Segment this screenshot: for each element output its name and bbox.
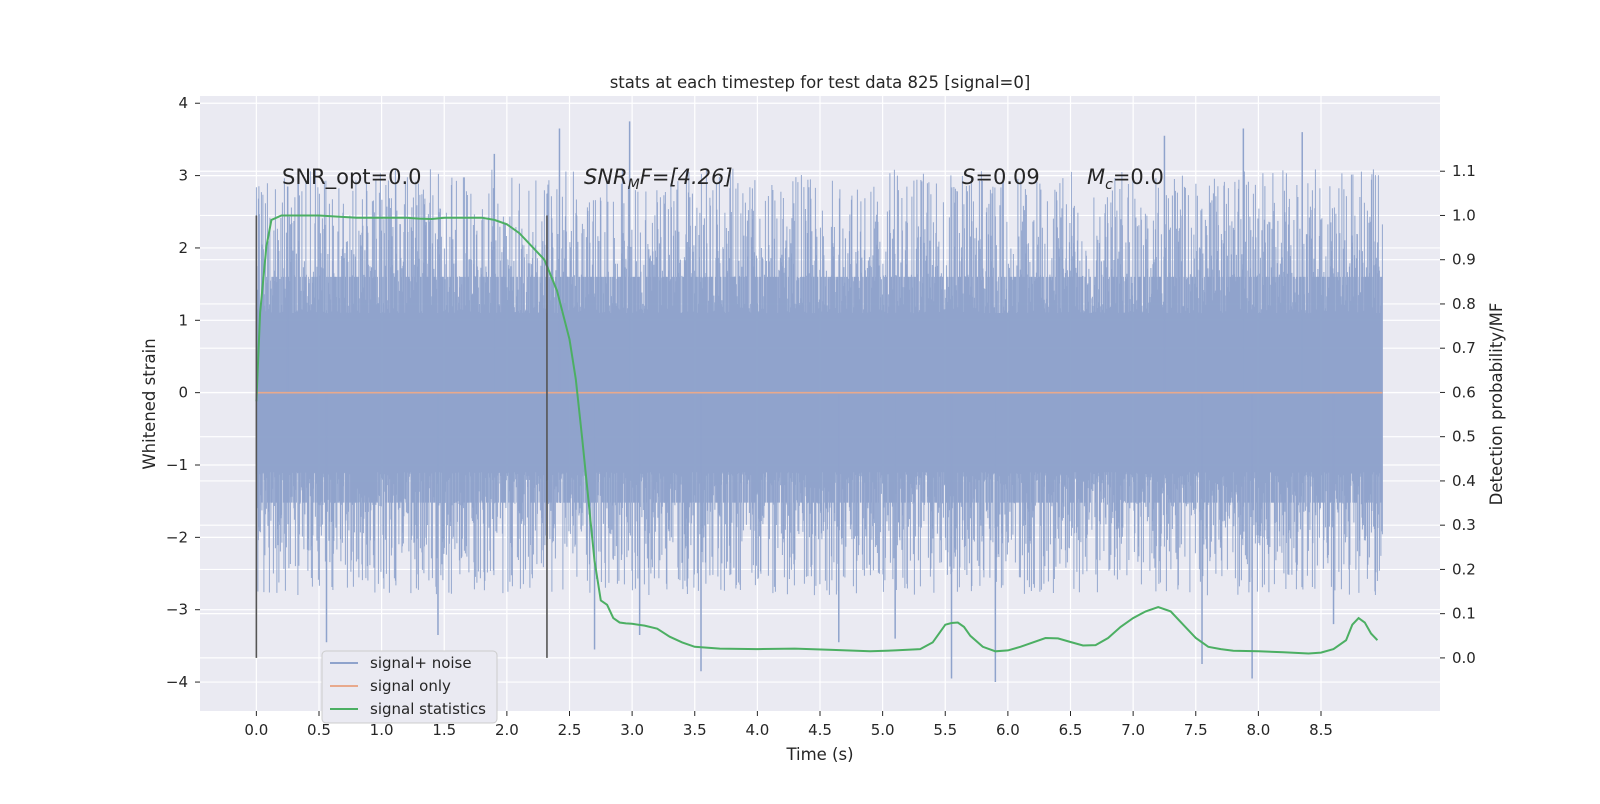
- s-main: S: [962, 165, 975, 189]
- x-tick-label: 5.5: [933, 721, 957, 739]
- y-axis-label: Whitened strain: [140, 338, 159, 469]
- chart-title: stats at each timestep for test data 825…: [610, 73, 1031, 92]
- legend-label-stats: signal statistics: [370, 700, 486, 718]
- x-tick-label: 7.5: [1184, 721, 1208, 739]
- s-rest: =0.09: [975, 165, 1039, 189]
- y-tick-label: −1: [166, 456, 188, 474]
- annotation-snr-opt: SNR_opt=0.0: [282, 165, 422, 190]
- y2-tick-label: 0.5: [1452, 428, 1476, 446]
- x-tick-label: 3.5: [683, 721, 707, 739]
- snr-mf-sub: M: [628, 177, 640, 193]
- legend-label-noise: signal+ noise: [370, 654, 472, 672]
- y2-tick-label: 0.7: [1452, 339, 1476, 357]
- y-tick-label: −3: [166, 601, 188, 619]
- legend-box: [321, 650, 498, 724]
- x-tick-label: 1.0: [370, 721, 394, 739]
- y2-tick-label: 0.3: [1452, 516, 1476, 534]
- x-tick-label: 7.0: [1121, 721, 1145, 739]
- y-tick-label: 0: [178, 384, 188, 402]
- mc-main: M: [1087, 165, 1105, 189]
- x-axis-label: Time (s): [785, 745, 853, 764]
- annotation-snr-mf: SNRMF=[4.26]: [584, 165, 733, 193]
- annotation-mc: Mc=0.0: [1087, 165, 1164, 193]
- y2-tick-label: 0.8: [1452, 295, 1476, 313]
- x-tick-label: 4.5: [808, 721, 832, 739]
- x-tick-label: 4.0: [745, 721, 769, 739]
- x-tick-label: 5.0: [871, 721, 895, 739]
- x-tick-label: 6.5: [1059, 721, 1083, 739]
- statistics-trace: [255, 214, 1379, 655]
- annotation-s: S=0.09: [962, 165, 1040, 189]
- tick-labels: 0.0 0.5 1.0 1.5 2.0 2.5 3.0 3.5 4.0 4.5 5.0 5.5 6.0 6…: [166, 94, 1476, 739]
- signal-statistics-line: [255, 214, 1379, 655]
- y-tick-label: 2: [178, 239, 188, 257]
- legend: signal+ noise signal only signal statist…: [321, 650, 498, 724]
- x-tick-label: 2.0: [495, 721, 519, 739]
- y2-tick-label: 0.1: [1452, 605, 1476, 623]
- y2-tick-label: 1.0: [1452, 206, 1476, 224]
- y2-tick-label: 0.4: [1452, 472, 1476, 490]
- y2-tick-label: 1.1: [1452, 162, 1476, 180]
- mc-rest: =0.0: [1113, 165, 1164, 189]
- x-tick-label: 0.5: [307, 721, 331, 739]
- x-tick-label: 6.0: [996, 721, 1020, 739]
- y-tick-label: 4: [178, 94, 188, 112]
- y2-tick-label: 0.0: [1452, 649, 1476, 667]
- mc-sub: c: [1105, 177, 1113, 193]
- y2-tick-label: 0.6: [1452, 383, 1476, 401]
- x-tick-label: 8.5: [1309, 721, 1333, 739]
- y2-tick-label: 0.2: [1452, 560, 1476, 578]
- noise-trace: [255, 121, 1383, 683]
- vertical-markers: [255, 215, 548, 658]
- snr-mf-rest: F=[4.26]: [640, 165, 733, 189]
- x-tick-label: 0.0: [244, 721, 268, 739]
- legend-label-signal: signal only: [370, 677, 451, 695]
- snr-mf-main: SNR: [584, 165, 628, 189]
- y2-axis-label: Detection probability/MF: [1487, 303, 1506, 506]
- y-tick-label: −2: [166, 528, 188, 546]
- x-tick-label: 1.5: [432, 721, 456, 739]
- y-tick-label: 3: [178, 167, 188, 185]
- y2-tick-label: 0.9: [1452, 251, 1476, 269]
- x-tick-label: 2.5: [558, 721, 582, 739]
- x-tick-label: 8.0: [1246, 721, 1270, 739]
- y-tick-label: −4: [166, 673, 188, 691]
- y-tick-label: 1: [178, 311, 188, 329]
- x-tick-label: 3.0: [620, 721, 644, 739]
